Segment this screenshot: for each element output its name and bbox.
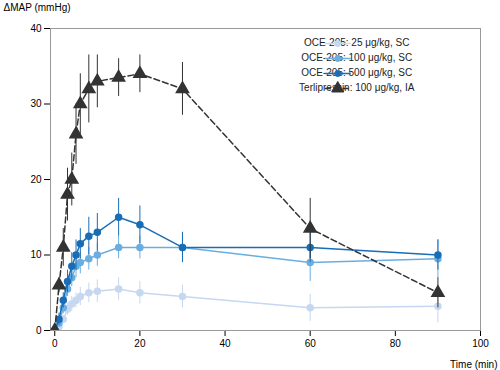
svg-text:0: 0 (36, 325, 42, 336)
svg-text:40: 40 (219, 338, 231, 349)
svg-text:80: 80 (390, 338, 402, 349)
svg-text:20: 20 (30, 174, 42, 185)
svg-text:Terlipressin: 100 μg/kg, IA: Terlipressin: 100 μg/kg, IA (299, 82, 415, 93)
svg-text:OCE-205: 100 μg/kg, SC: OCE-205: 100 μg/kg, SC (301, 52, 412, 63)
svg-text:10: 10 (30, 249, 42, 260)
svg-text:30: 30 (30, 98, 42, 109)
svg-text:OCE-205: 25 μg/kg, SC: OCE-205: 25 μg/kg, SC (304, 37, 409, 48)
svg-text:60: 60 (305, 338, 317, 349)
svg-text:ΔMAP (mmHg): ΔMAP (mmHg) (4, 2, 71, 13)
svg-text:OCE-205: 500 μg/kg, SC: OCE-205: 500 μg/kg, SC (301, 67, 412, 78)
svg-text:20: 20 (134, 338, 146, 349)
svg-text:0: 0 (52, 338, 58, 349)
svg-text:100: 100 (472, 338, 489, 349)
svg-text:40: 40 (30, 23, 42, 34)
svg-text:Time (min): Time (min) (450, 359, 497, 370)
